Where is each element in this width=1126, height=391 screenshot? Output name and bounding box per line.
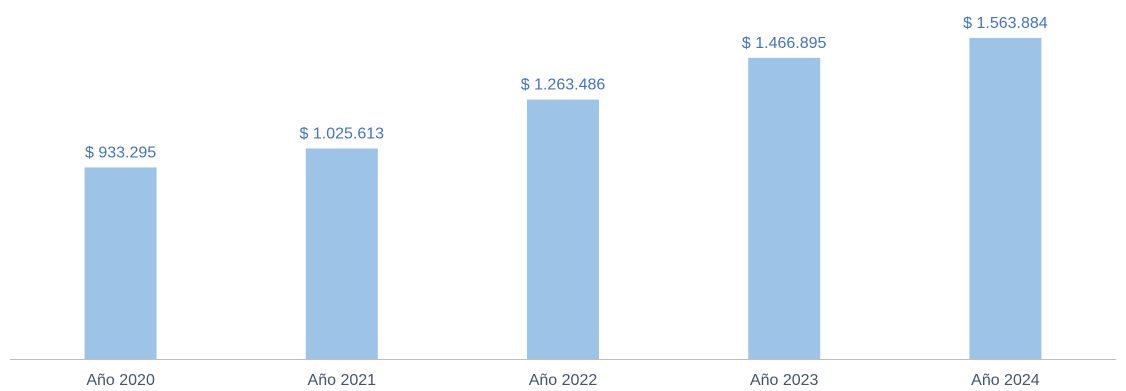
bar-4 (969, 37, 1042, 359)
data-label-1: $ 1.025.613 (300, 125, 385, 142)
bar-2 (527, 99, 599, 359)
data-labels-layer: $ 933.295 $ 1.025.613 $ 1.263.486 $ 1.466.8… (85, 15, 1048, 161)
x-tick-label-1: Año 2021 (308, 372, 377, 389)
data-label-0: $ 933.295 (85, 144, 156, 161)
data-label-3: $ 1.466.895 (742, 35, 827, 52)
bar-1 (305, 148, 378, 359)
data-label-2: $ 1.263.486 (521, 77, 606, 94)
x-tick-label-4: Año 2024 (971, 372, 1040, 389)
bar-3 (748, 57, 821, 360)
data-label-4: $ 1.563.884 (963, 15, 1048, 32)
bars-layer (84, 37, 1042, 360)
x-tick-label-2: Año 2022 (529, 372, 598, 389)
x-tick-labels-layer: Año 2020 Año 2021 Año 2022 Año 2023 Año 2024 (86, 372, 1039, 389)
x-tick-label-0: Año 2020 (86, 372, 155, 389)
bar-0 (84, 167, 157, 359)
x-tick-label-3: Año 2023 (750, 372, 819, 389)
